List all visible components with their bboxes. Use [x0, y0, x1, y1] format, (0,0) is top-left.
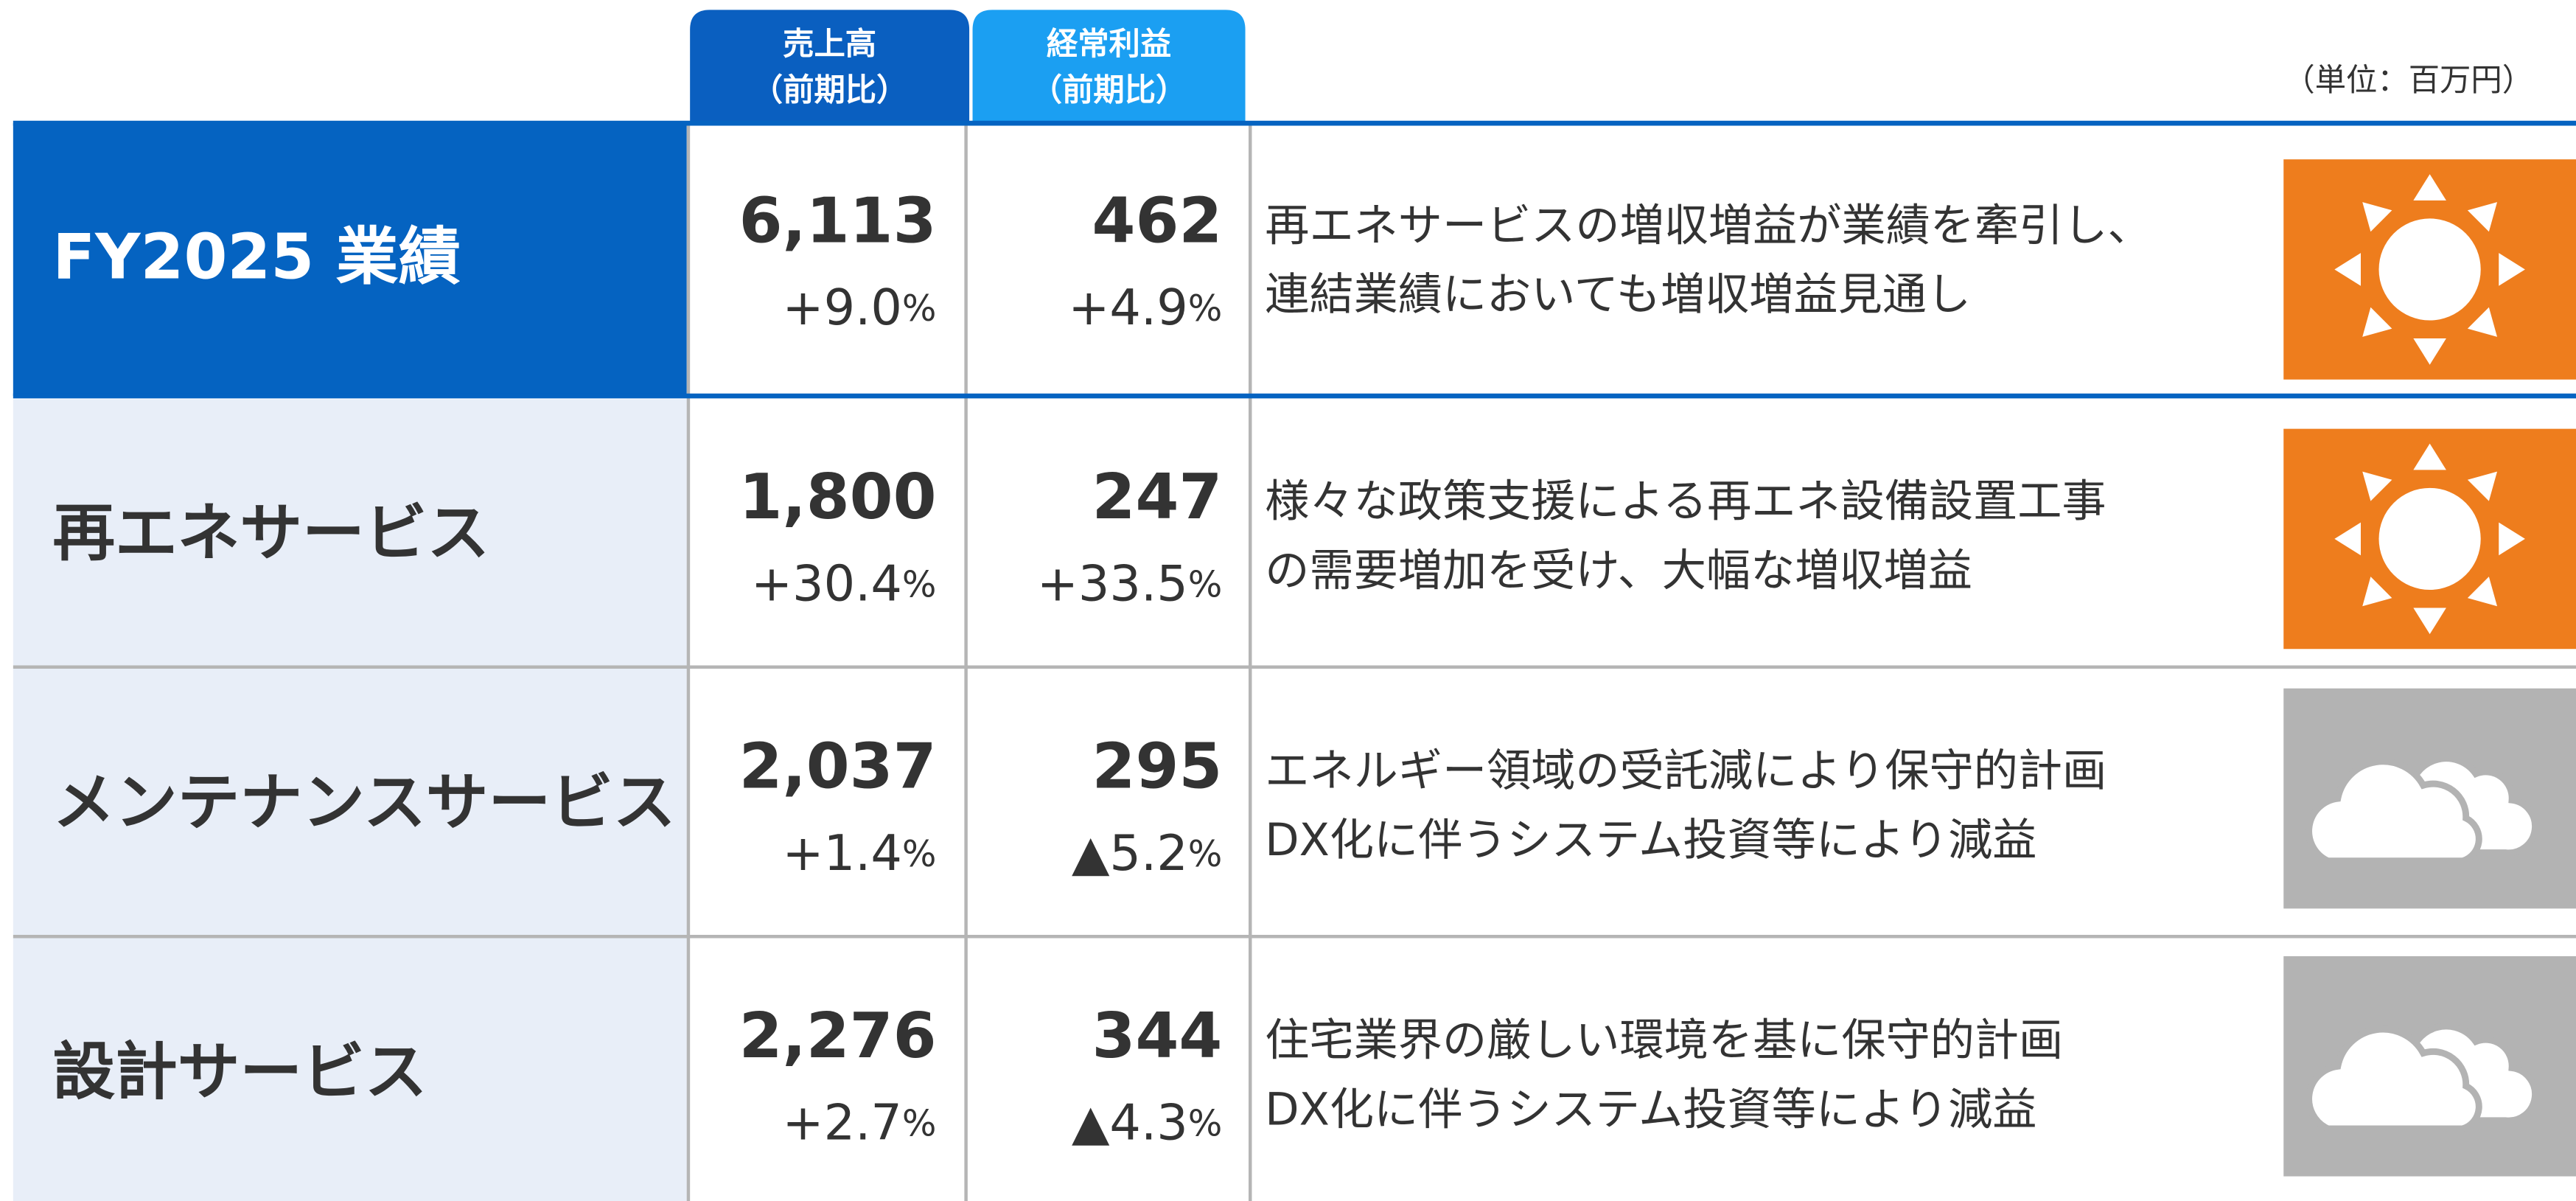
grid — [13, 123, 2576, 1201]
col-subtitle: （前期比） — [1031, 72, 1187, 108]
unit: （単位：百万円） — [2283, 62, 2533, 98]
label-cell — [13, 399, 687, 666]
sales-change: +30.4% — [751, 554, 936, 612]
sales-change: +9.0% — [783, 279, 937, 336]
sales: 2,276 — [739, 999, 937, 1072]
sales-change: +1.4% — [783, 824, 937, 882]
tab-profit — [972, 10, 1246, 124]
profit: 344 — [1092, 999, 1223, 1072]
comment: DX化に伴うシステム投資等により減益 — [1265, 815, 2036, 866]
sales: 6,113 — [739, 184, 937, 257]
profit: 462 — [1092, 184, 1223, 257]
tab-sales — [690, 10, 970, 124]
comment: 再エネサービスの増収増益が業績を牽引し、 — [1265, 200, 2151, 251]
row-label: FY2025 業績 — [52, 220, 461, 293]
comment: 住宅業界の厳しい環境を基に保守的計画 — [1265, 1015, 2063, 1067]
row-label: 設計サービス — [52, 1035, 427, 1108]
row-label: メンテナンスサービス — [52, 766, 675, 839]
icons — [2283, 159, 2576, 1177]
col-title: 経常利益 — [1047, 26, 1171, 62]
profit-change: ▲5.2% — [1072, 824, 1222, 882]
col-subtitle: （前期比） — [752, 72, 908, 108]
profit-change: ▲4.3% — [1072, 1093, 1222, 1151]
header: 売上高 （前期比） 経常利益 （前期比） （単位：百万円） — [690, 10, 2533, 124]
profit-change: +33.5% — [1037, 554, 1222, 612]
label-cell — [13, 668, 687, 935]
sales: 1,800 — [739, 460, 937, 533]
comment: 様々な政策支援による再エネ設備設置工事 — [1265, 476, 2106, 528]
sales: 2,037 — [739, 730, 937, 803]
profit: 295 — [1092, 730, 1223, 803]
highlight-cell — [13, 123, 687, 397]
comment: DX化に伴うシステム投資等により減益 — [1265, 1084, 2036, 1135]
profit-change: +4.9% — [1068, 279, 1222, 336]
col-title: 売上高 — [783, 26, 876, 62]
sales-change: +2.7% — [783, 1093, 937, 1151]
comment: 連結業績においても増収増益見通し — [1265, 269, 1971, 321]
profit: 247 — [1092, 460, 1223, 533]
row-label: 再エネサービス — [52, 496, 489, 569]
comment: エネルギー領域の受託減により保守的計画 — [1265, 745, 2106, 797]
comment: の需要増加を受け、大幅な増収増益 — [1265, 545, 1972, 596]
label-cell — [13, 938, 687, 1201]
